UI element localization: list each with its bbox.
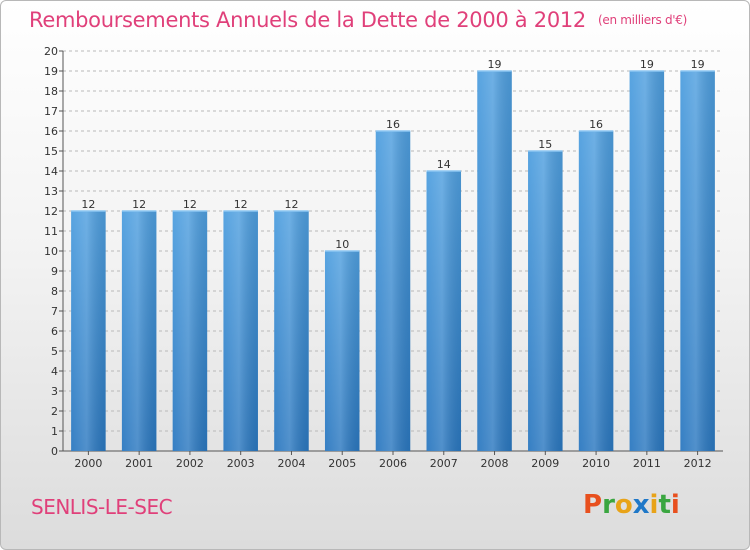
data-label-2006: 16 <box>386 118 400 131</box>
logo-letter: P <box>583 490 603 520</box>
x-tick-label-2001: 2001 <box>125 457 153 470</box>
y-tick-label: 9 <box>51 265 58 278</box>
bar-shine-2012 <box>680 71 715 451</box>
bar-shine-2011 <box>629 71 665 451</box>
bar-shine-2008 <box>477 71 512 451</box>
data-label-2011: 19 <box>640 58 654 71</box>
y-tick-label: 12 <box>44 205 58 218</box>
bar-shine-2002 <box>172 211 208 451</box>
y-tick-label: 10 <box>44 245 58 258</box>
data-label-2012: 19 <box>691 58 705 71</box>
data-label-2007: 14 <box>437 158 451 171</box>
y-tick-label: 19 <box>44 65 58 78</box>
x-tick-label-2005: 2005 <box>328 457 356 470</box>
location-name: SENLIS-LE-SEC <box>31 495 173 519</box>
bar-shine-2006 <box>375 131 411 451</box>
y-tick-label: 11 <box>44 225 58 238</box>
y-tick-label: 16 <box>44 125 58 138</box>
x-tick-label-2004: 2004 <box>277 457 305 470</box>
logo-letter: x <box>632 490 650 520</box>
data-label-2010: 16 <box>589 118 603 131</box>
x-tick-label-2000: 2000 <box>74 457 102 470</box>
bar-shine-2003 <box>223 211 258 451</box>
x-tick-label-2008: 2008 <box>481 457 509 470</box>
x-tick-label-2003: 2003 <box>227 457 255 470</box>
y-tick-label: 5 <box>51 345 58 358</box>
logo-letter: i <box>670 490 680 520</box>
y-tick-label: 15 <box>44 145 58 158</box>
bar-shine-2004 <box>274 211 309 451</box>
logo-letter: i <box>649 490 659 520</box>
y-tick-label: 2 <box>51 405 58 418</box>
y-tick-label: 18 <box>44 85 58 98</box>
x-tick-label-2002: 2002 <box>176 457 204 470</box>
bar-shine-2005 <box>324 251 360 451</box>
data-label-2001: 12 <box>132 198 146 211</box>
proxiti-logo[interactable]: Proxiti <box>583 490 680 520</box>
y-tick-label: 1 <box>51 425 58 438</box>
data-label-2002: 12 <box>183 198 197 211</box>
y-tick-label: 3 <box>51 385 58 398</box>
chart-unit: (en milliers d'€) <box>598 13 688 27</box>
y-tick-label: 6 <box>51 325 58 338</box>
x-tick-label-2006: 2006 <box>379 457 407 470</box>
y-tick-label: 13 <box>44 185 58 198</box>
x-tick-label-2010: 2010 <box>582 457 610 470</box>
data-label-2009: 15 <box>538 138 552 151</box>
data-label-2003: 12 <box>234 198 248 211</box>
bar-shine-2000 <box>71 211 106 451</box>
x-tick-label-2009: 2009 <box>531 457 559 470</box>
data-label-2005: 10 <box>335 238 349 251</box>
bar-shine-2001 <box>121 211 157 451</box>
y-tick-label: 17 <box>44 105 58 118</box>
logo-letter: r <box>602 490 615 520</box>
x-tick-label-2011: 2011 <box>633 457 661 470</box>
y-tick-label: 14 <box>44 165 58 178</box>
data-label-2000: 12 <box>81 198 95 211</box>
bar-shine-2007 <box>426 171 462 451</box>
bar-shine-2009 <box>528 151 563 451</box>
logo-letter: t <box>658 490 671 520</box>
chart-title-text: Remboursements Annuels de la Dette de 20… <box>29 8 586 32</box>
x-tick-label-2007: 2007 <box>430 457 458 470</box>
data-label-2004: 12 <box>284 198 298 211</box>
y-tick-label: 8 <box>51 285 58 298</box>
y-tick-label: 0 <box>51 445 58 458</box>
logo-letter: o <box>614 490 633 520</box>
chart-title: Remboursements Annuels de la Dette de 20… <box>29 8 687 32</box>
x-tick-label-2012: 2012 <box>684 457 712 470</box>
y-tick-label: 20 <box>44 45 58 58</box>
bar-shine-2010 <box>578 131 614 451</box>
data-label-2008: 19 <box>488 58 502 71</box>
y-tick-label: 4 <box>51 365 58 378</box>
y-tick-label: 7 <box>51 305 58 318</box>
